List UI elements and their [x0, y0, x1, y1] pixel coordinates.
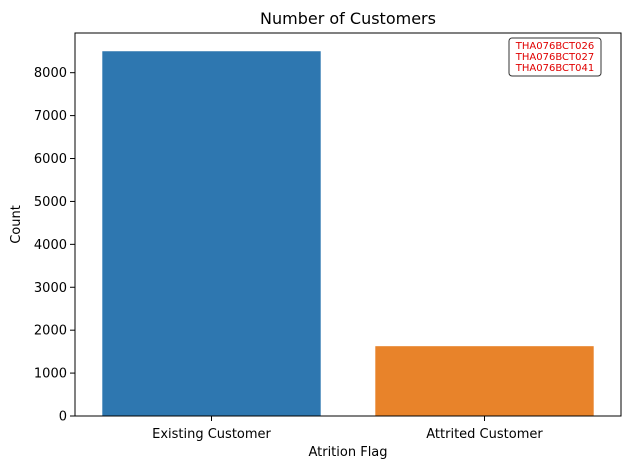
- plot-area: 0 1000 2000 3000 4000 5000 6000 7000 8000 Existi…: [34, 32, 622, 442]
- y-tick-label: 7000: [34, 109, 67, 124]
- y-axis-label: Count: [9, 205, 24, 244]
- annotation-frame: [508, 37, 602, 77]
- x-axis-ticks: Existing Customer Attrited Customer: [152, 416, 543, 442]
- y-tick-label: 4000: [34, 238, 67, 253]
- x-tick-label: Attrited Customer: [426, 427, 543, 442]
- bar-attrited-customer: [375, 346, 594, 416]
- bar-existing-customer: [102, 51, 321, 416]
- y-tick-label: 6000: [34, 152, 67, 167]
- plot-frame: [74, 32, 622, 417]
- y-tick-label: 0: [59, 410, 67, 425]
- y-axis-ticks: 0 1000 2000 3000 4000 5000 6000 7000 8000: [34, 66, 75, 425]
- y-tick-label: 8000: [34, 66, 67, 81]
- x-axis-label: Atrition Flag: [308, 445, 387, 460]
- y-tick-label: 5000: [34, 195, 67, 210]
- y-tick-label: 2000: [34, 324, 67, 339]
- x-tick-label: Existing Customer: [152, 427, 271, 442]
- y-tick-label: 3000: [34, 281, 67, 296]
- chart-title: Number of Customers: [260, 9, 436, 28]
- annotation-line: THA076BCT027: [515, 52, 594, 63]
- annotation-box: THA076BCT026 THA076BCT027 THA076BCT041: [508, 37, 602, 77]
- annotation-line: THA076BCT041: [515, 63, 594, 74]
- y-tick-label: 1000: [34, 367, 67, 382]
- annotation-line: THA076BCT026: [515, 41, 594, 52]
- bars-group: [102, 51, 594, 416]
